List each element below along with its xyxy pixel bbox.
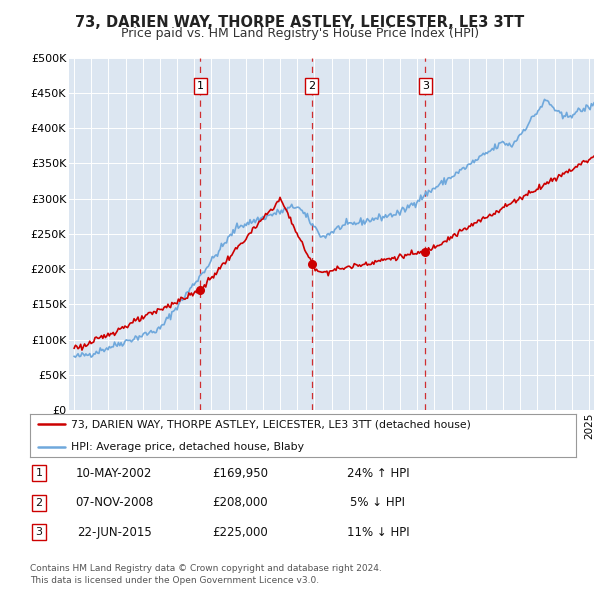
Text: 3: 3 (422, 81, 429, 91)
Text: Price paid vs. HM Land Registry's House Price Index (HPI): Price paid vs. HM Land Registry's House … (121, 27, 479, 40)
Text: 2: 2 (308, 81, 315, 91)
Text: £169,950: £169,950 (212, 467, 268, 480)
Text: 07-NOV-2008: 07-NOV-2008 (75, 496, 153, 509)
Text: 11% ↓ HPI: 11% ↓ HPI (347, 526, 409, 539)
Text: 10-MAY-2002: 10-MAY-2002 (76, 467, 152, 480)
Text: 73, DARIEN WAY, THORPE ASTLEY, LEICESTER, LE3 3TT (detached house): 73, DARIEN WAY, THORPE ASTLEY, LEICESTER… (71, 419, 471, 429)
Text: 1: 1 (197, 81, 204, 91)
Text: 5% ↓ HPI: 5% ↓ HPI (350, 496, 406, 509)
Text: 22-JUN-2015: 22-JUN-2015 (77, 526, 151, 539)
Text: 1: 1 (35, 468, 43, 478)
Text: £208,000: £208,000 (212, 496, 268, 509)
Text: HPI: Average price, detached house, Blaby: HPI: Average price, detached house, Blab… (71, 442, 304, 453)
Text: Contains HM Land Registry data © Crown copyright and database right 2024.
This d: Contains HM Land Registry data © Crown c… (30, 565, 382, 585)
Text: 2: 2 (35, 498, 43, 507)
Text: 3: 3 (35, 527, 43, 537)
Text: £225,000: £225,000 (212, 526, 268, 539)
Text: 24% ↑ HPI: 24% ↑ HPI (347, 467, 409, 480)
Text: 73, DARIEN WAY, THORPE ASTLEY, LEICESTER, LE3 3TT: 73, DARIEN WAY, THORPE ASTLEY, LEICESTER… (76, 15, 524, 30)
